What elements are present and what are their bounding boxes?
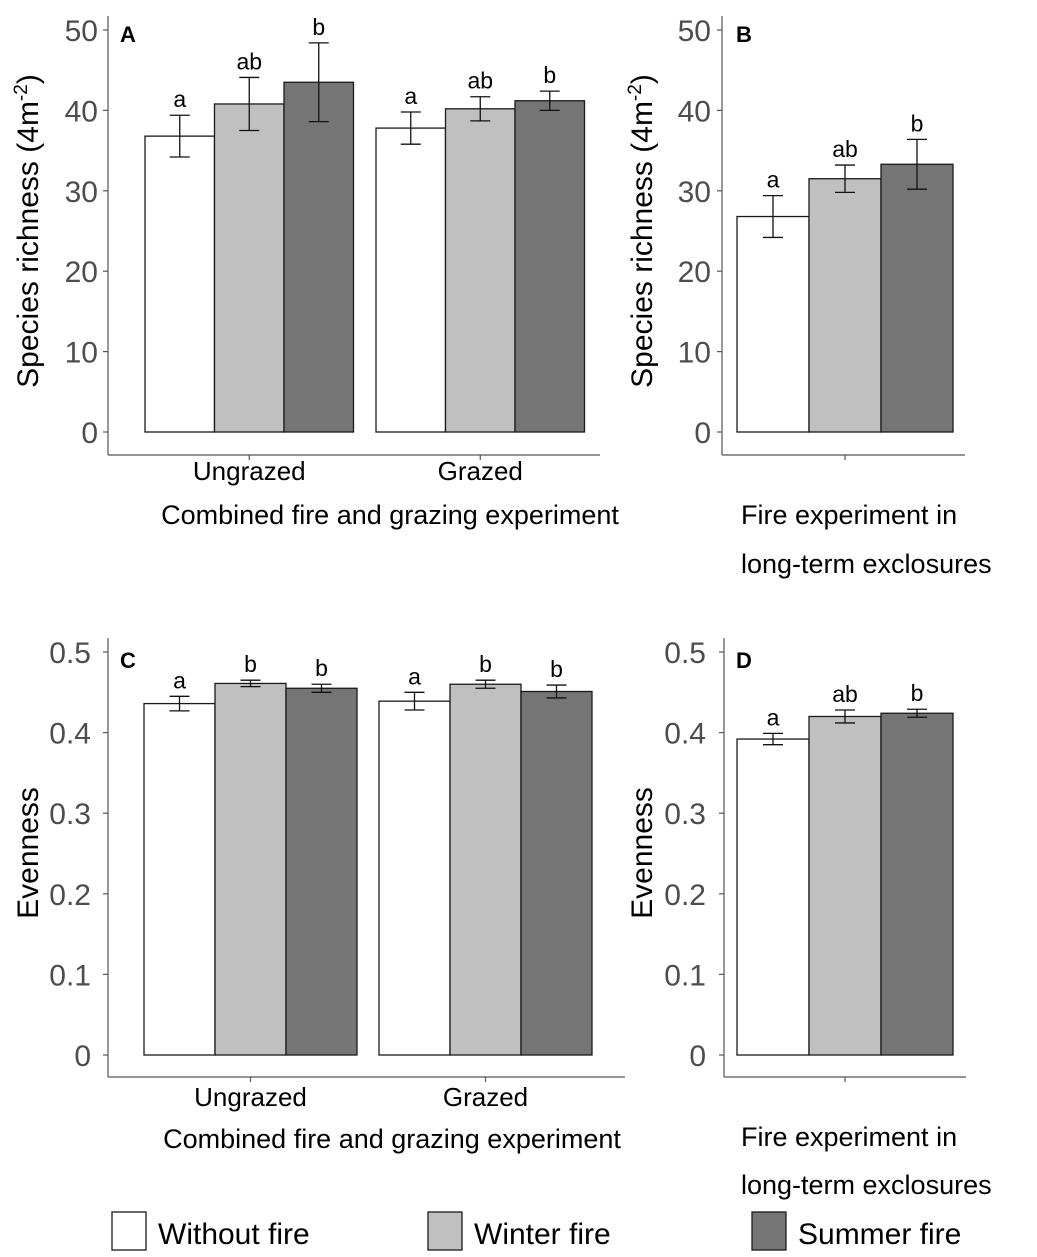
- significance-label: ab: [832, 681, 858, 707]
- x-tick-label: Ungrazed: [193, 456, 306, 486]
- y-axis-title-text: Evenness: [12, 787, 45, 919]
- panel-tag: A: [120, 22, 136, 47]
- bar: [449, 683, 522, 1056]
- significance-label: b: [244, 651, 257, 677]
- y-axis-title-text: Evenness: [626, 787, 659, 919]
- significance-label: b: [312, 14, 325, 40]
- y-axis-title-superscript: -2: [625, 84, 646, 101]
- significance-label: a: [173, 86, 186, 112]
- y-tick-label: 10: [65, 337, 98, 370]
- significance-label: ab: [832, 136, 858, 162]
- x-tick-label: Ungrazed: [194, 1082, 307, 1112]
- significance-label: b: [911, 110, 924, 136]
- significance-label: b: [911, 680, 924, 706]
- legend: Without fire Winter fire Summer fire: [111, 1211, 961, 1251]
- y-tick-label: 0.4: [49, 718, 91, 751]
- legend-label: Summer fire: [798, 1218, 961, 1251]
- bar: [736, 738, 810, 1056]
- bar: [378, 700, 451, 1056]
- y-tick-label: 0.3: [49, 798, 91, 831]
- significance-label: a: [408, 663, 421, 689]
- y-tick-label: 10: [678, 337, 711, 370]
- significance-label: a: [767, 167, 780, 193]
- bar: [375, 127, 447, 433]
- y-axis-title-text: Species richness (4m: [12, 101, 45, 388]
- bar: [214, 682, 287, 1056]
- chart-panel-d: 0 0.1 0.2 0.3 0.4 0.5 Evenness Da ab b Fire experi…: [626, 637, 992, 1200]
- bar: [213, 103, 285, 433]
- y-tick-label: 0.5: [664, 637, 706, 670]
- y-tick-label: 0: [694, 417, 711, 450]
- panel-tag: C: [120, 648, 136, 673]
- y-tick-label: 50: [678, 15, 711, 48]
- bar: [520, 690, 593, 1056]
- chart-panel-c: 0 0.1 0.2 0.3 0.4 0.5 Evenness Ca b b Ungrazed a b b G…: [12, 637, 625, 1154]
- y-tick-label: 0.1: [664, 959, 706, 992]
- legend-swatch: [751, 1211, 787, 1251]
- panel-tag: D: [736, 648, 752, 673]
- x-axis-title: long-term exclosures: [741, 1170, 992, 1200]
- significance-label: b: [550, 656, 563, 682]
- x-axis-title: long-term exclosures: [741, 549, 992, 579]
- y-axis-title-text: Species richness (4m: [626, 101, 659, 388]
- y-tick-label: 30: [678, 176, 711, 209]
- chart-panel-b: 0 10 20 30 40 50 Species richness (4m-2) Ba ab b F…: [625, 15, 992, 579]
- y-tick-label: 40: [678, 95, 711, 128]
- significance-label: a: [404, 83, 417, 109]
- y-axis-title-end: ): [626, 74, 659, 84]
- y-axis-title-superscript: -2: [11, 84, 32, 101]
- bar: [880, 163, 954, 433]
- y-tick-label: 40: [65, 95, 98, 128]
- bar: [143, 702, 216, 1056]
- x-axis-title: Combined fire and grazing experiment: [163, 1124, 621, 1154]
- significance-label: b: [543, 62, 556, 88]
- significance-label: b: [479, 651, 492, 677]
- bar: [144, 135, 216, 433]
- bar: [880, 712, 954, 1056]
- y-tick-label: 20: [65, 256, 98, 289]
- bar: [736, 215, 810, 433]
- significance-label: a: [173, 667, 186, 693]
- y-axis-title: Species richness (4m-2): [11, 74, 45, 388]
- y-tick-label: 0: [81, 417, 98, 450]
- bar: [514, 100, 586, 433]
- y-tick-label: 0: [689, 1040, 706, 1073]
- y-tick-label: 30: [65, 176, 98, 209]
- y-tick-label: 50: [65, 15, 98, 48]
- legend-label: Without fire: [158, 1218, 310, 1251]
- significance-label: a: [767, 704, 780, 730]
- significance-label: ab: [467, 68, 493, 94]
- y-tick-label: 0.1: [49, 959, 91, 992]
- y-tick-label: 0.5: [49, 637, 91, 670]
- legend-swatch: [427, 1211, 463, 1251]
- bar: [444, 108, 516, 433]
- y-axis-title: Evenness: [626, 787, 659, 919]
- y-axis-title-end: ): [12, 74, 45, 84]
- y-tick-label: 0.2: [664, 879, 706, 912]
- y-tick-label: 0.4: [664, 718, 706, 751]
- x-axis-title: Fire experiment in: [741, 1122, 957, 1152]
- y-axis-title: Species richness (4m-2): [625, 74, 659, 388]
- y-tick-label: 0: [74, 1040, 91, 1073]
- legend-swatch: [111, 1211, 147, 1251]
- legend-label: Winter fire: [474, 1218, 611, 1251]
- x-tick-label: Grazed: [443, 1082, 528, 1112]
- significance-label: b: [315, 655, 328, 681]
- significance-label: ab: [236, 48, 262, 74]
- bar: [808, 178, 882, 433]
- y-tick-label: 20: [678, 256, 711, 289]
- bar: [283, 81, 355, 433]
- x-axis-title: Fire experiment in: [741, 500, 957, 530]
- x-axis-title: Combined fire and grazing experiment: [161, 500, 619, 530]
- y-axis-title: Evenness: [12, 787, 45, 919]
- bar: [285, 687, 358, 1056]
- y-tick-label: 0.3: [664, 798, 706, 831]
- x-tick-label: Grazed: [438, 456, 523, 486]
- panel-tag: B: [736, 22, 752, 47]
- bar: [808, 715, 882, 1056]
- y-tick-label: 0.2: [49, 879, 91, 912]
